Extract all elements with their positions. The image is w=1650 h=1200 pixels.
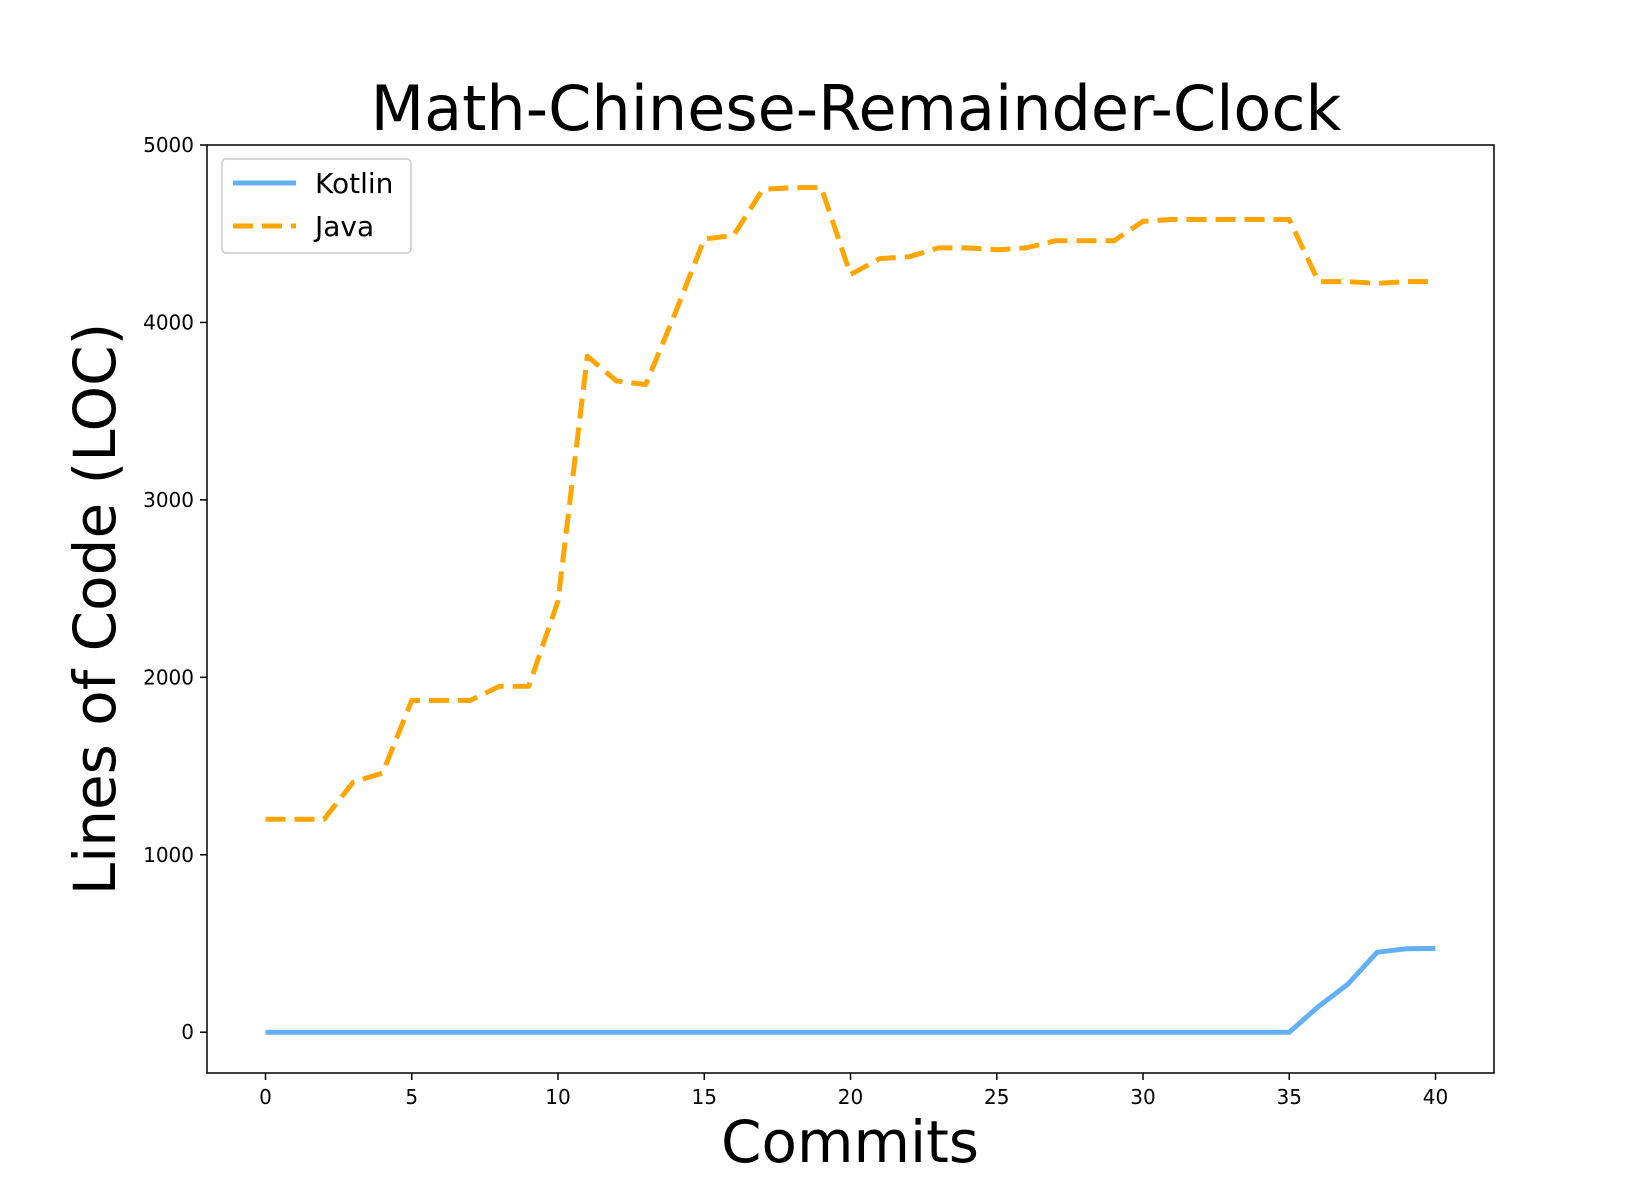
y-tick-label: 3000 [143,488,194,512]
y-tick-label: 5000 [143,133,194,157]
y-axis-label: Lines of Code (LOC) [61,323,129,895]
legend-kotlin-label: Kotlin [315,167,393,200]
chart-title: Math-Chinese-Remainder-Clock [371,72,1342,145]
x-tick-label: 0 [259,1085,272,1109]
y-tick-label: 2000 [143,665,194,689]
series-layer [265,185,1436,1035]
x-tick-label: 10 [545,1085,570,1109]
y-tick-label: 0 [181,1020,194,1044]
x-tick-label: 40 [1423,1085,1448,1109]
x-tick-label: 25 [984,1085,1009,1109]
x-tick-label: 30 [1130,1085,1155,1109]
y-tick-label: 4000 [143,310,194,334]
x-axis-label: Commits [721,1108,979,1176]
x-tick-label: 15 [692,1085,717,1109]
x-tick-label: 5 [405,1085,418,1109]
x-tick-label: 35 [1277,1085,1302,1109]
legend: Kotlin Java [221,158,412,254]
x-tick-label: 20 [838,1085,863,1109]
plot-area-frame [206,144,1495,1074]
y-axis-ticks: 0 1000 2000 3000 4000 5000 [143,133,207,1044]
x-axis-ticks: 0 5 10 15 20 25 30 35 40 [259,1073,1448,1109]
series-line-java [265,185,1436,822]
legend-java-label: Java [313,210,374,243]
series-line-kotlin [265,945,1436,1035]
y-tick-label: 1000 [143,843,194,867]
